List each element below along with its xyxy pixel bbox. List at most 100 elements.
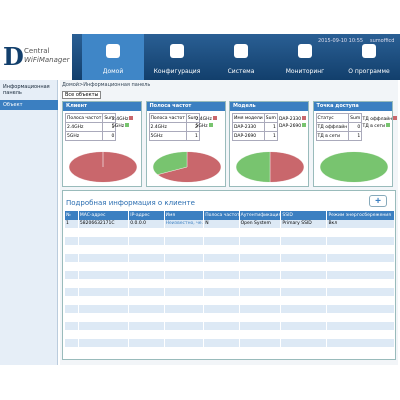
header-cell: IP-адрес: [128, 211, 165, 220]
nav-icon: [234, 44, 248, 58]
legend-swatch: [302, 123, 307, 127]
cell: 0.0.0.0: [128, 219, 165, 228]
client-table: № MAC-адрес IP-адрес Имя Полоса частот Аутент…: [65, 211, 395, 347]
cell: [65, 253, 79, 262]
cell: [164, 270, 205, 279]
cell: [78, 287, 130, 296]
cell: [239, 313, 282, 322]
row: [65, 270, 395, 279]
nav-tab[interactable]: О программе: [338, 34, 400, 80]
panel-title: Подробная информация о клиенте: [66, 199, 195, 207]
cell: [280, 338, 328, 347]
legend-label: 5GHz: [112, 124, 125, 129]
sidebar-item[interactable]: Информационная панель: [3, 84, 50, 96]
pie-group: [235, 151, 305, 183]
tbody: Статус Sum ТД оффлайн 0 ТД в сети 1: [315, 113, 363, 141]
cell: [164, 338, 205, 347]
row: ТД в сети 1: [315, 131, 363, 141]
card-title: Клиент: [63, 102, 141, 111]
cell: [65, 236, 79, 245]
tbody: Имя модели Sum DAP-2330 1 DAP-2690 1: [232, 113, 278, 141]
cell: [78, 270, 130, 279]
cell: [326, 228, 395, 237]
cell: [326, 313, 395, 322]
cell: 1: [185, 131, 200, 141]
cell: 1: [263, 122, 278, 132]
cell: [78, 338, 130, 347]
row: Статус Sum: [315, 113, 363, 123]
row: 5GHz 0: [64, 131, 117, 141]
cell: [326, 253, 395, 262]
card-title: Полоса частот: [146, 102, 225, 111]
cell: [65, 330, 79, 339]
card: Модель Имя модели Sum DAP-2330 1 DAP-2690 1 DAP…: [229, 101, 309, 187]
legend-label: DAP-2330: [279, 117, 302, 122]
pie-slice: [269, 151, 305, 183]
nav-tab[interactable]: Мониторинг: [274, 34, 336, 80]
pie-slice: [235, 151, 271, 183]
row: [65, 262, 395, 271]
cell: [78, 313, 130, 322]
cell: 0: [348, 122, 363, 132]
row: [65, 313, 395, 322]
cell: 5GHz: [64, 131, 104, 141]
cell: [203, 330, 240, 339]
nav-icon: [362, 44, 376, 58]
cell: [203, 287, 240, 296]
cell: [239, 330, 282, 339]
row: 2.4GHz 1: [64, 122, 117, 132]
cell: [65, 287, 79, 296]
cell: [280, 279, 328, 288]
legend-item: 5GHz: [112, 123, 130, 129]
cell: [280, 262, 328, 271]
row: [65, 304, 395, 313]
cell: [203, 321, 240, 330]
tbody: Полоса частот Sum 2.4GHz 1 5GHz 0: [64, 113, 117, 141]
sidebar-item[interactable]: Объект: [0, 100, 58, 110]
sidebar: Информационная панель Объект: [0, 80, 58, 365]
legend-item: ТД в сети: [363, 123, 391, 129]
row: [65, 338, 395, 347]
cell: [239, 270, 282, 279]
cell: [78, 245, 130, 254]
legend-swatch: [125, 123, 130, 127]
pie-slice: [152, 151, 187, 175]
cell: [78, 253, 130, 262]
pie: [152, 151, 221, 183]
cell: [203, 253, 240, 262]
cell: Неизвестно, че...: [164, 219, 205, 228]
cell: Primary SSID: [280, 219, 328, 228]
cell: [164, 253, 205, 262]
nav-tab[interactable]: Домой: [82, 34, 144, 80]
legend-item: 2.4GHz: [196, 116, 217, 122]
row: ТД оффлайн 0: [315, 122, 363, 132]
card-title: Модель: [230, 102, 308, 111]
pie-group: [152, 151, 221, 183]
nav-tab[interactable]: Система: [210, 34, 272, 80]
header-cell: Имя: [164, 211, 205, 220]
cell: [203, 304, 240, 313]
row: Полоса частот Sum: [64, 113, 117, 123]
cell: [239, 279, 282, 288]
cell: [128, 236, 165, 245]
cell: [128, 279, 165, 288]
cell: [164, 279, 205, 288]
nav-tab[interactable]: Конфигурация: [146, 34, 208, 80]
cell: [65, 321, 79, 330]
cell: [65, 279, 79, 288]
filter-select[interactable]: Все объекты: [62, 91, 102, 99]
cell: [78, 304, 130, 313]
add-button[interactable]: +: [369, 195, 387, 207]
row: [65, 287, 395, 296]
cell: [128, 296, 165, 305]
cell: [326, 236, 395, 245]
card: Точка доступа Статус Sum ТД оффлайн 0 ТД в се…: [312, 101, 398, 187]
cell: [128, 253, 165, 262]
cell: [78, 321, 130, 330]
cell: [203, 296, 240, 305]
cell: 58206632171C: [78, 219, 130, 228]
legend-swatch: [302, 116, 307, 120]
cell: [128, 338, 165, 347]
cell: [239, 253, 282, 262]
cell: [128, 287, 165, 296]
